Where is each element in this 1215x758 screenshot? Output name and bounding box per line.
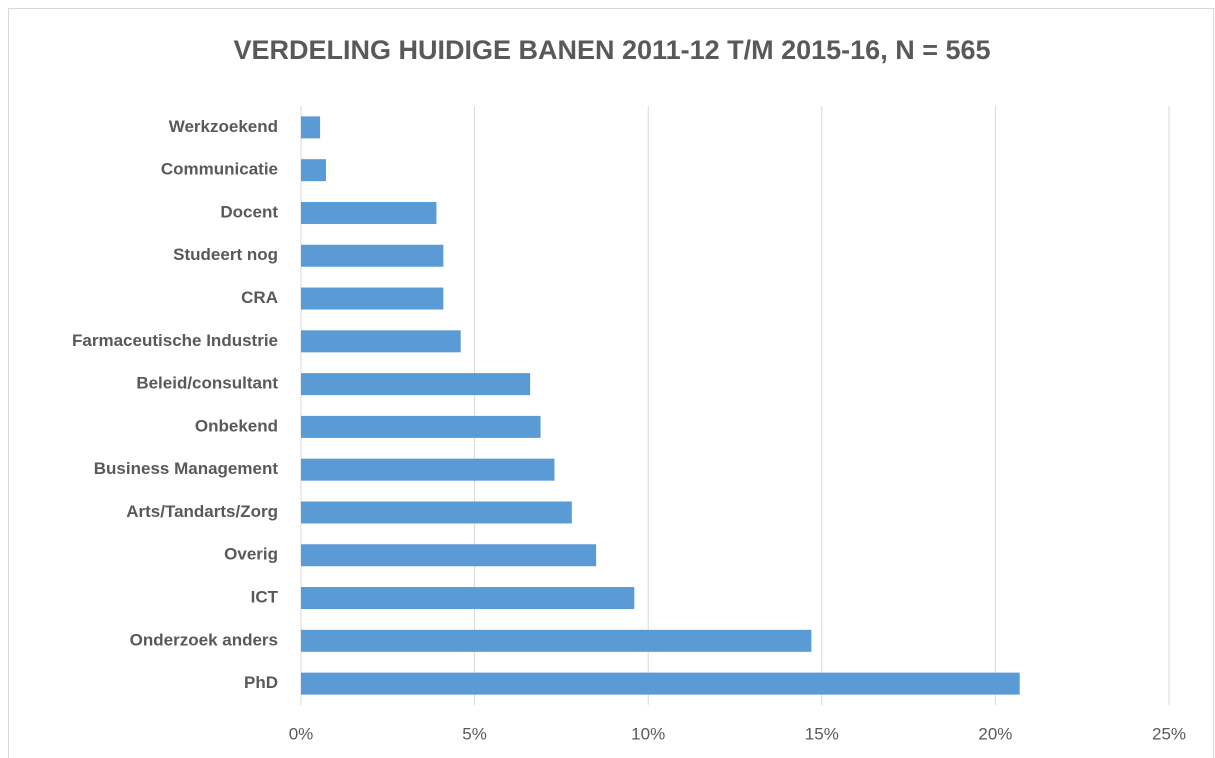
bar bbox=[301, 672, 1020, 695]
x-tick-label: 0% bbox=[289, 724, 314, 743]
y-tick-label: Communicatie bbox=[161, 160, 278, 179]
bar bbox=[301, 458, 555, 481]
chart-title: VERDELING HUIDIGE BANEN 2011-12 T/M 2015… bbox=[233, 35, 990, 65]
y-tick-label: CRA bbox=[241, 288, 278, 307]
bar bbox=[301, 629, 812, 652]
bar bbox=[301, 159, 326, 182]
x-tick-label: 25% bbox=[1152, 724, 1186, 743]
y-tick-label: PhD bbox=[244, 673, 278, 692]
y-tick-label: Beleid/consultant bbox=[136, 374, 278, 393]
bar bbox=[301, 287, 444, 310]
bar bbox=[301, 587, 635, 610]
x-tick-label: 10% bbox=[631, 724, 665, 743]
chart-frame bbox=[8, 8, 1214, 758]
y-tick-label: Docent bbox=[220, 202, 278, 221]
y-tick-label: Overig bbox=[224, 545, 278, 564]
y-tick-label: Studeert nog bbox=[173, 245, 278, 264]
bar bbox=[301, 373, 531, 396]
bar bbox=[301, 415, 541, 438]
bar bbox=[301, 116, 321, 139]
x-tick-label: 15% bbox=[805, 724, 839, 743]
y-tick-label: Arts/Tandarts/Zorg bbox=[126, 502, 278, 521]
bar bbox=[301, 501, 572, 524]
y-tick-label: Onderzoek anders bbox=[130, 630, 278, 649]
y-tick-label: ICT bbox=[251, 588, 279, 607]
bar bbox=[301, 244, 444, 267]
y-tick-label: Farmaceutische Industrie bbox=[72, 331, 278, 350]
x-tick-label: 20% bbox=[978, 724, 1012, 743]
y-tick-label: Business Management bbox=[94, 459, 279, 478]
bar bbox=[301, 330, 461, 353]
bar bbox=[301, 201, 437, 224]
bar bbox=[301, 544, 597, 567]
x-tick-label: 5% bbox=[462, 724, 487, 743]
y-tick-label: Onbekend bbox=[195, 416, 278, 435]
y-tick-label: Werkzoekend bbox=[169, 117, 278, 136]
